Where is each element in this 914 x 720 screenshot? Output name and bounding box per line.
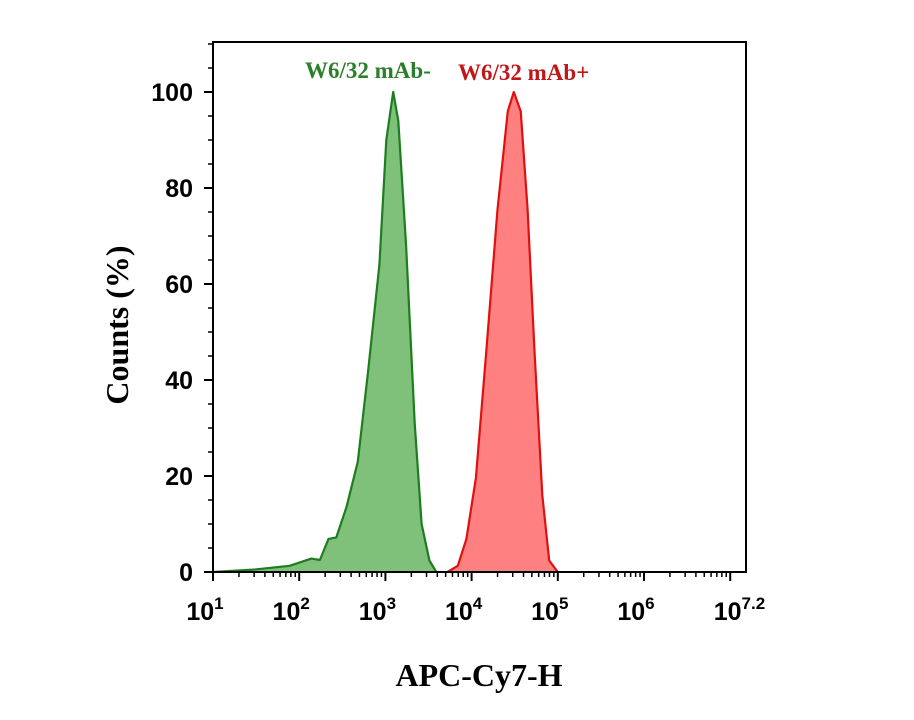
series-area-0 xyxy=(213,92,437,572)
y-tick-label: 40 xyxy=(165,367,193,395)
x-tick-label: 104 xyxy=(445,594,483,626)
x-tick-label: 101 xyxy=(186,594,223,626)
x-tick-label: 106 xyxy=(617,594,654,626)
series-label-positive: W6/32 mAb+ xyxy=(458,60,589,85)
series-area-1 xyxy=(447,92,558,572)
axes-layer xyxy=(212,41,747,573)
series-line-0 xyxy=(212,90,438,574)
x-tick-label: 105 xyxy=(531,594,568,626)
series-line-1 xyxy=(446,90,559,573)
ticks-layer: 101 102 103 104 105 106 107.2 0 20 40 60 80 100 xyxy=(151,43,765,626)
y-tick-label: 80 xyxy=(165,175,193,203)
x-tick-label: 103 xyxy=(359,594,396,626)
y-axis-title: Counts (%) xyxy=(99,245,135,404)
series-label-negative: W6/32 mAb- xyxy=(305,58,431,83)
plot-frame xyxy=(212,41,747,573)
y-tick-label: 60 xyxy=(165,271,193,299)
x-tick-label: 107.2 xyxy=(714,594,765,626)
x-axis-title: APC-Cy7-H xyxy=(395,657,562,693)
y-tick-label: 20 xyxy=(165,463,193,491)
x-tick-label: 102 xyxy=(273,594,310,626)
series-layer xyxy=(212,90,559,574)
y-tick-label: 0 xyxy=(179,559,193,587)
y-tick-label: 100 xyxy=(151,79,193,107)
